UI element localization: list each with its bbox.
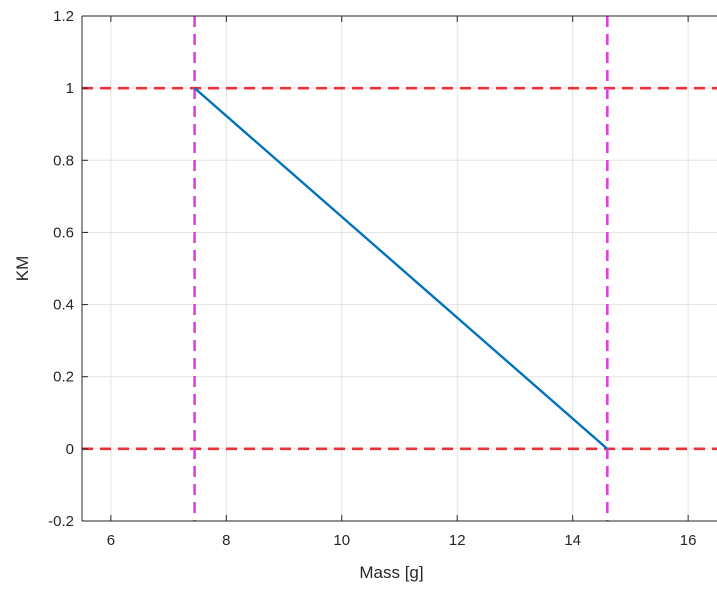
y-tick-label: 1.2 bbox=[53, 8, 74, 25]
x-tick-label: 16 bbox=[680, 532, 697, 549]
grid bbox=[82, 15, 717, 522]
y-tick-label: 0 bbox=[66, 441, 74, 458]
y-tick-label: 0.8 bbox=[53, 152, 74, 169]
x-tick-label: 14 bbox=[564, 532, 581, 549]
tick-labels: 6 8 10 12 14 16 -0.2 0 0.2 0.4 0.6 0.8 1 1.2 bbox=[48, 8, 696, 549]
x-tick-label: 6 bbox=[107, 532, 115, 549]
y-tick-label: 1 bbox=[66, 80, 74, 97]
x-tick-label: 12 bbox=[449, 532, 466, 549]
x-axis-label: Mass [g] bbox=[359, 563, 423, 582]
y-axis-label: KM bbox=[13, 256, 32, 282]
y-tick-label: 0.4 bbox=[53, 297, 74, 314]
reference-lines bbox=[82, 16, 717, 521]
y-tick-label: 0.6 bbox=[53, 224, 74, 241]
series-line bbox=[193, 87, 609, 450]
series bbox=[193, 87, 609, 450]
axes bbox=[81, 15, 717, 522]
y-tick-label: -0.2 bbox=[48, 513, 74, 530]
y-tick-label: 0.2 bbox=[53, 369, 74, 386]
x-tick-label: 10 bbox=[333, 532, 350, 549]
x-tick-label: 8 bbox=[222, 532, 230, 549]
